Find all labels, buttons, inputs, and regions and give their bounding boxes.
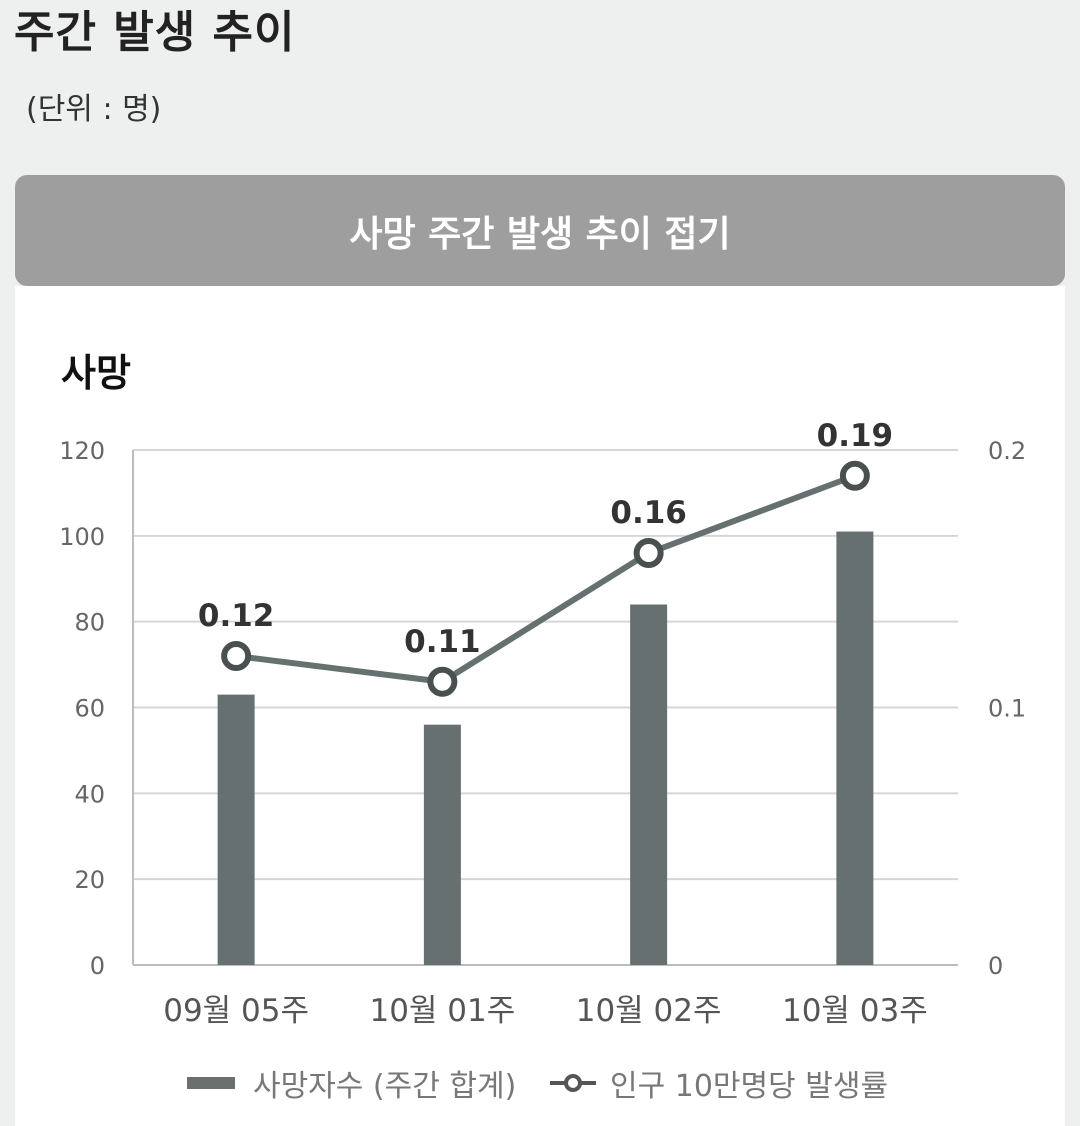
- legend-line-label: 인구 10만명당 발생률: [610, 1069, 889, 1104]
- line-point: [427, 666, 458, 697]
- chart-legend: 사망자수 (주간 합계) 인구 10만명당 발생률: [15, 1061, 1065, 1111]
- legend-bar-swatch: [187, 1077, 235, 1089]
- combo-chart: 0 20 40 60 80 100 120 0 0.1 0.2 09월 05주 10월 01주 10월 …: [59, 418, 1026, 1029]
- unit-label: (단위 : 명): [26, 92, 162, 127]
- legend-item-bar: 사망자수 (주간 합계): [187, 1061, 516, 1105]
- bar: [836, 531, 874, 965]
- line-series: [235, 472, 856, 685]
- y-left-tick-label: 80: [74, 609, 105, 637]
- line-point: [221, 641, 252, 671]
- y-left-tick-label: 40: [74, 780, 105, 808]
- bar: [630, 604, 668, 965]
- y-right-tick-label: 0.1: [988, 695, 1026, 723]
- legend-item-line: 인구 10만명당 발생률: [550, 1061, 888, 1105]
- y-left-tick-label: 60: [74, 695, 105, 723]
- data-label: 0.19: [817, 418, 894, 454]
- x-tick-label: 10월 01주: [369, 993, 515, 1029]
- line-point: [839, 460, 870, 491]
- y-left-tick-label: 100: [59, 523, 105, 551]
- chart-card: 사망 0 20 40 60 80 100 120 0 0.1 0.2 09월 05주 10월 01주 1…: [15, 286, 1065, 1126]
- collapse-chart-button[interactable]: 사망 주간 발생 추이 접기: [15, 175, 1065, 286]
- y-right-tick-label: 0.2: [988, 437, 1026, 465]
- y-left-tick-label: 20: [74, 866, 105, 894]
- bar: [423, 724, 461, 965]
- legend-line-swatch: [550, 1074, 596, 1092]
- data-label: 0.16: [610, 495, 687, 531]
- data-label: 0.11: [404, 624, 481, 660]
- data-label: 0.12: [198, 598, 275, 634]
- page-title: 주간 발생 추이: [14, 7, 296, 58]
- chart-title: 사망: [61, 351, 131, 395]
- bar: [217, 694, 255, 965]
- y-right-tick-label: 0: [988, 952, 1003, 980]
- line-point: [633, 538, 664, 568]
- x-tick-label: 10월 02주: [576, 993, 722, 1029]
- y-left-tick-label: 120: [59, 437, 105, 465]
- y-left-tick-label: 0: [90, 952, 105, 980]
- x-tick-label: 10월 03주: [782, 993, 928, 1029]
- x-tick-label: 09월 05주: [163, 993, 309, 1029]
- legend-bar-label: 사망자수 (주간 합계): [253, 1069, 517, 1104]
